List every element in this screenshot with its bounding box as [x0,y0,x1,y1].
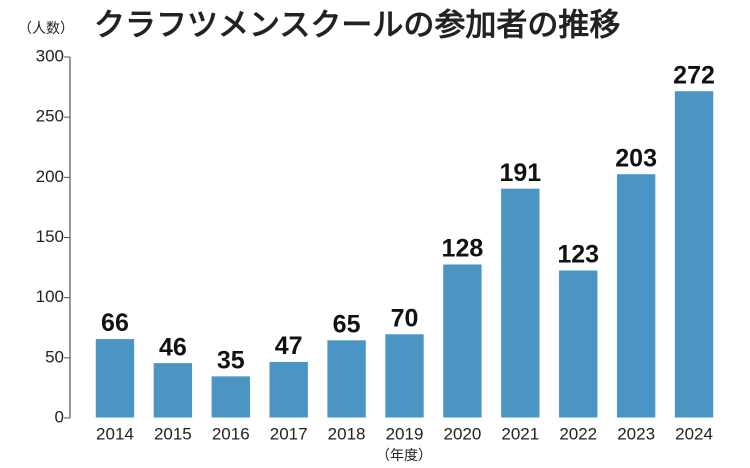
x-tick-label: 2017 [270,424,308,443]
y-axis-label: （人数） [18,21,74,37]
data-label: 191 [499,159,541,187]
data-label: 123 [557,241,599,269]
y-tick-label: 0 [55,407,64,426]
data-label: 35 [217,346,245,374]
bar [558,269,599,419]
bar [326,339,367,419]
y-tick-label: 150 [36,227,64,246]
data-label: 203 [615,144,657,172]
bar [268,360,309,419]
x-tick-label: 2021 [501,424,539,443]
bar [384,333,425,419]
bar [615,173,657,419]
data-label: 65 [333,310,361,338]
x-tick-label: 2018 [328,424,366,443]
x-tick-label: 2014 [96,424,134,443]
data-label: 66 [101,309,129,337]
data-label: 128 [442,235,484,263]
x-tick-label: 2022 [559,424,597,443]
data-label: 272 [673,61,715,89]
bar [673,90,715,419]
x-tick-label: 2020 [443,424,481,443]
data-label: 46 [159,333,187,361]
bar [210,375,251,419]
bar [94,338,136,419]
data-label: 70 [391,304,419,332]
bar [152,362,194,419]
x-axis-label: （年度） [376,448,432,464]
x-tick-label: 2023 [617,424,655,443]
chart-title: クラフツメンスクールの参加者の推移 [94,8,620,44]
y-tick-label: 250 [36,107,64,126]
x-tick-label: 2016 [212,424,250,443]
y-tick-label: 50 [45,347,64,366]
bar [442,263,483,419]
y-tick-label: 300 [36,46,64,65]
y-tick-label: 200 [36,167,64,186]
x-tick-label: 2015 [154,424,192,443]
x-tick-label: 2019 [386,424,424,443]
data-label: 47 [275,332,303,360]
y-tick-label: 100 [36,287,64,306]
bar [500,187,541,419]
x-tick-label: 2024 [675,424,713,443]
